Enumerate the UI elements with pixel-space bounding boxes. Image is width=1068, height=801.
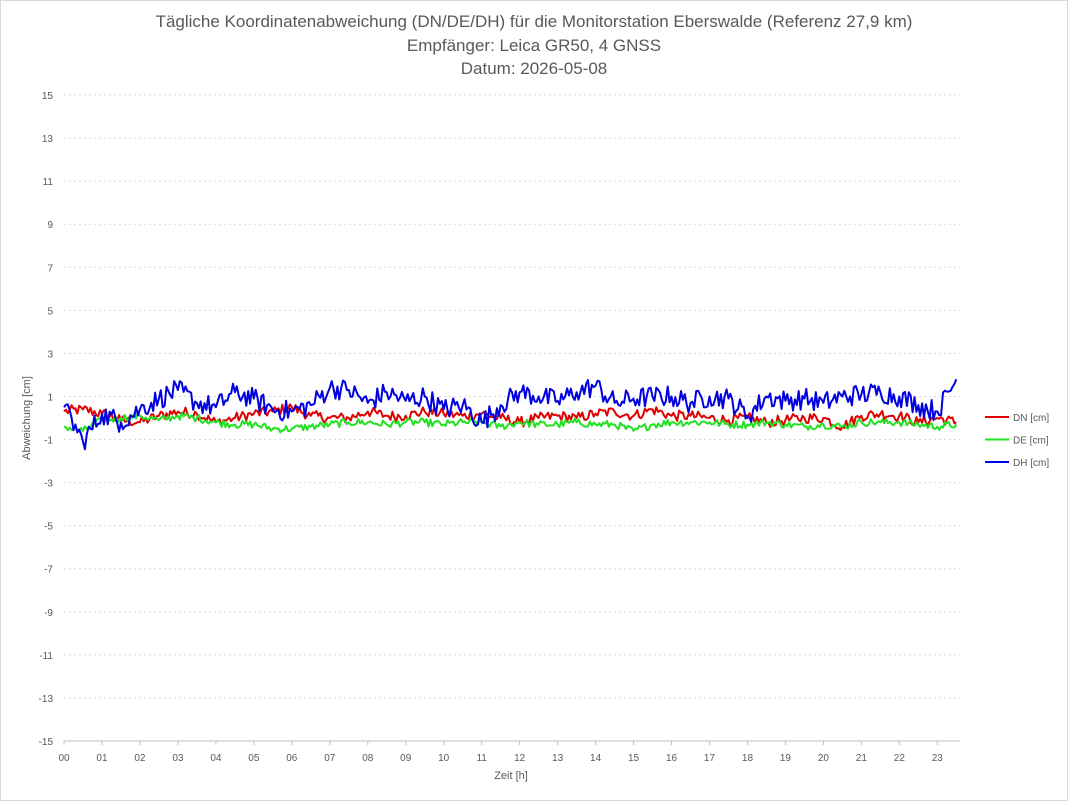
x-tick-label: 13 [552, 753, 564, 764]
x-tick-label: 04 [210, 753, 222, 764]
grid-layer [63, 94, 960, 745]
y-tick-label: 15 [42, 91, 54, 102]
y-tick-label: 9 [47, 220, 53, 231]
x-tick-label: 15 [628, 753, 640, 764]
x-tick-label: 06 [286, 753, 298, 764]
y-axis-title: Abweichung [cm] [21, 376, 33, 460]
y-tick-label: 1 [47, 392, 53, 403]
y-tick-label: -1 [44, 436, 53, 447]
series-line-dh [63, 378, 958, 451]
x-tick-label: 01 [96, 753, 108, 764]
x-tick-label: 10 [438, 753, 450, 764]
x-tick-label: 09 [400, 753, 412, 764]
x-tick-label: 08 [362, 753, 374, 764]
y-tick-label: -3 [44, 479, 53, 490]
y-tick-label: -11 [39, 651, 53, 662]
legend-label: DH [cm] [1013, 458, 1049, 469]
legend-label: DN [cm] [1013, 413, 1049, 424]
y-tick-label: -15 [39, 737, 54, 748]
x-axis-title: Zeit [h] [494, 770, 528, 782]
chart-date: Datum: 2026-05-08 [460, 59, 608, 78]
y-tick-label: 11 [43, 177, 54, 188]
series-line-dn [63, 403, 957, 431]
x-tick-label: 07 [324, 753, 336, 764]
series-line-de [63, 411, 958, 434]
chart-title: Tägliche Koordinatenabweichung (DN/DE/DH… [155, 12, 913, 31]
legend-label: DE [cm] [1013, 436, 1049, 447]
y-tick-label: -13 [39, 694, 54, 705]
x-tick-label: 20 [818, 753, 830, 764]
y-tick-label: 5 [47, 306, 53, 317]
x-tick-label: 02 [134, 753, 146, 764]
y-tick-label: -9 [44, 608, 53, 619]
y-axis-ticks: 15 13 11 9 7 5 3 1 -1 -3 -5 -7 -9 -11 -13 -15 [39, 91, 54, 748]
legend: DN [cm] DE [cm] DH [cm] [985, 413, 1049, 469]
x-tick-label: 03 [172, 753, 184, 764]
x-tick-label: 21 [856, 753, 868, 764]
y-tick-label: -7 [44, 565, 53, 576]
series-layer [63, 378, 958, 451]
x-tick-label: 22 [894, 753, 906, 764]
x-tick-label: 11 [476, 753, 487, 764]
x-tick-label: 23 [932, 753, 944, 764]
x-tick-label: 19 [780, 753, 792, 764]
x-axis-ticks: 00 01 02 03 04 05 06 07 08 09 10 11 12 13 14 15 16 17 18 19… [58, 753, 943, 764]
x-tick-label: 16 [666, 753, 678, 764]
x-tick-label: 12 [514, 753, 526, 764]
y-tick-label: -5 [44, 522, 53, 533]
x-tick-label: 14 [590, 753, 602, 764]
x-tick-label: 18 [742, 753, 754, 764]
chart-subtitle: Empfänger: Leica GR50, 4 GNSS [406, 36, 662, 55]
x-tick-label: 00 [58, 753, 70, 764]
x-tick-label: 17 [704, 753, 716, 764]
y-tick-label: 3 [47, 349, 53, 360]
y-tick-label: 13 [42, 134, 54, 145]
y-tick-label: 7 [47, 263, 53, 274]
x-tick-label: 05 [248, 753, 260, 764]
